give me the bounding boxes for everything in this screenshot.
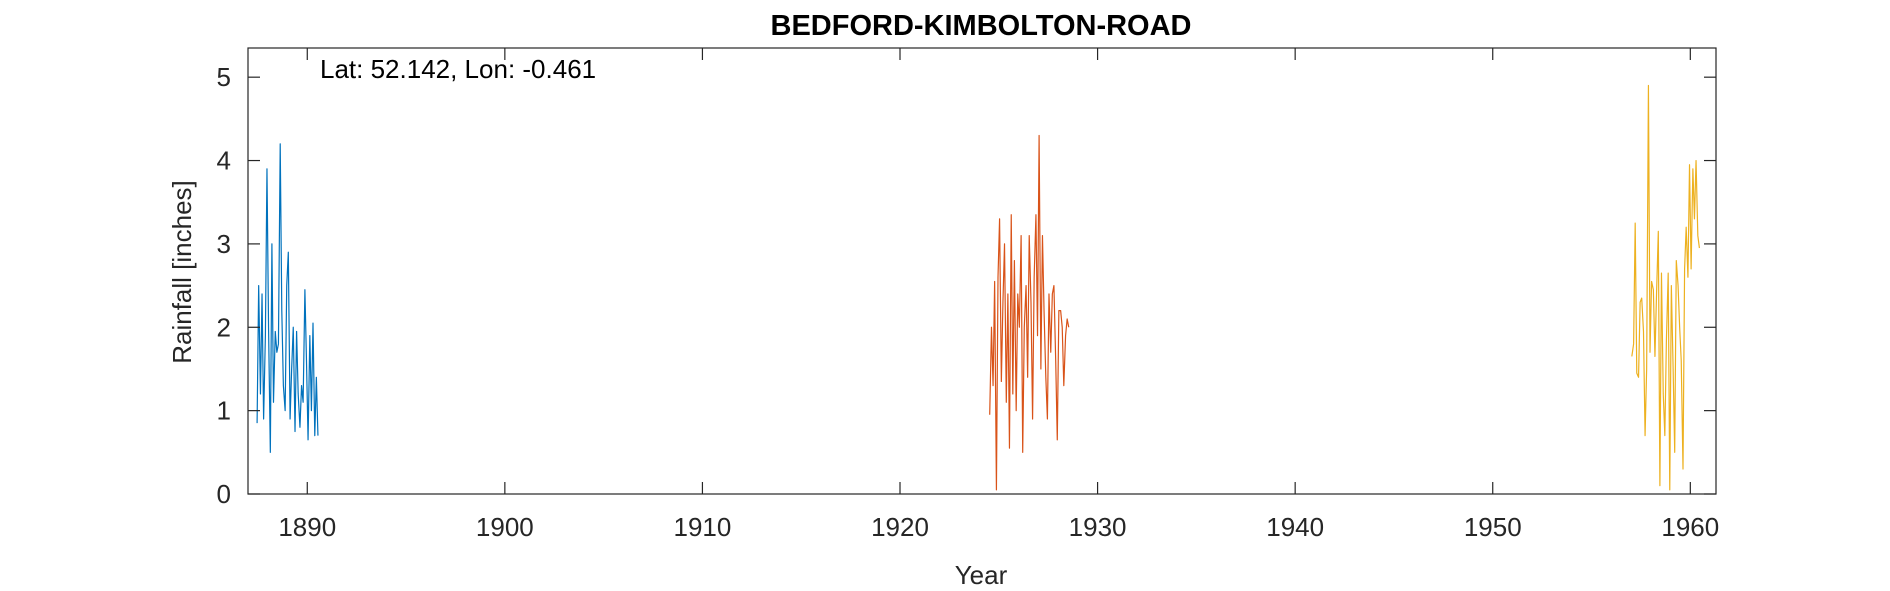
- x-axis-label: Year: [955, 560, 1008, 590]
- y-tick-label: 0: [217, 479, 231, 509]
- x-tick-label: 1950: [1464, 512, 1522, 542]
- y-tick-label: 4: [217, 146, 231, 176]
- x-axis: 1890 1900 1910 1920 1930 1940 1950 1960: [278, 48, 1719, 542]
- series-line-2: [989, 134, 1070, 491]
- y-tick-label: 1: [217, 396, 231, 426]
- x-tick-label: 1960: [1661, 512, 1719, 542]
- station-coordinates-annotation: Lat: 52.142, Lon: -0.461: [320, 54, 596, 84]
- series-layer: [256, 84, 1700, 491]
- series-line-1: [256, 143, 319, 453]
- x-tick-label: 1920: [871, 512, 929, 542]
- chart-title: BEDFORD-KIMBOLTON-ROAD: [771, 10, 1192, 42]
- x-tick-label: 1910: [674, 512, 732, 542]
- x-tick-label: 1900: [476, 512, 534, 542]
- x-tick-label: 1940: [1266, 512, 1324, 542]
- x-tick-label: 1930: [1069, 512, 1127, 542]
- series-line-3: [1631, 84, 1700, 491]
- y-axis-label: Rainfall [inches]: [167, 180, 197, 364]
- x-tick-label: 1890: [278, 512, 336, 542]
- y-tick-label: 5: [217, 62, 231, 92]
- y-tick-label: 3: [217, 229, 231, 259]
- plot-frame: [247, 47, 1717, 495]
- plot-area: 1890 1900 1910 1920 1930 1940 1950 1960 0 1 2 3 4 5: [217, 47, 1719, 542]
- y-axis: 0 1 2 3 4 5: [217, 62, 1716, 509]
- y-tick-label: 2: [217, 312, 231, 342]
